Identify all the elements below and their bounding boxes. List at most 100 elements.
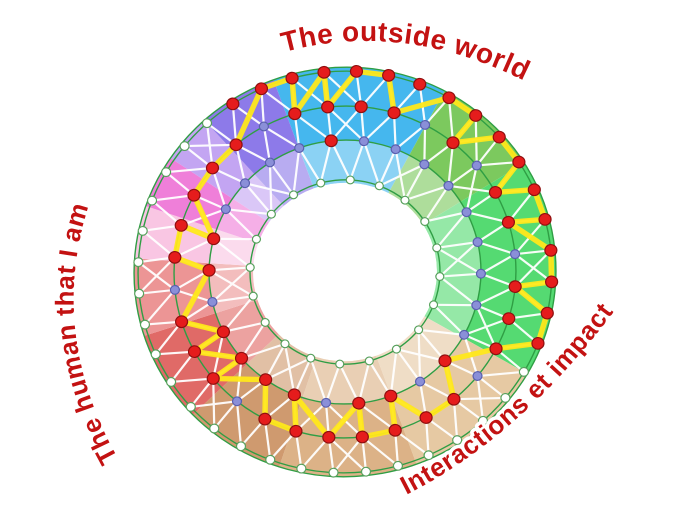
red-node[interactable] (527, 183, 541, 197)
red-node[interactable] (508, 280, 522, 294)
graph-node[interactable] (161, 167, 172, 178)
graph-node[interactable] (258, 121, 269, 132)
red-node[interactable] (234, 351, 249, 365)
graph-node[interactable] (414, 325, 424, 335)
graph-node[interactable] (471, 300, 482, 311)
red-node[interactable] (355, 430, 369, 444)
graph-node[interactable] (475, 268, 487, 279)
sector-red[interactable] (142, 298, 286, 419)
red-node[interactable] (540, 306, 554, 320)
graph-node[interactable] (320, 397, 332, 408)
sector-tan-dark[interactable] (185, 331, 327, 476)
red-node[interactable] (388, 423, 402, 437)
red-node[interactable] (538, 212, 552, 226)
graph-node[interactable] (248, 291, 258, 301)
red-node[interactable] (322, 430, 336, 444)
graph-node[interactable] (231, 396, 243, 407)
red-node[interactable] (168, 250, 182, 264)
graph-node[interactable] (432, 243, 442, 253)
graph-node[interactable] (364, 356, 374, 366)
graph-node[interactable] (443, 180, 454, 191)
graph-node[interactable] (134, 288, 145, 299)
graph-node[interactable] (390, 144, 401, 155)
red-node[interactable] (489, 342, 503, 356)
red-node[interactable] (442, 91, 456, 105)
graph-node[interactable] (391, 344, 402, 354)
red-node[interactable] (229, 138, 243, 152)
graph-node[interactable] (400, 195, 410, 205)
graph-node[interactable] (251, 234, 262, 244)
red-node[interactable] (207, 232, 221, 246)
graph-node[interactable] (133, 257, 144, 268)
red-node[interactable] (352, 396, 366, 410)
red-node[interactable] (447, 392, 461, 406)
red-node[interactable] (258, 412, 272, 426)
graph-node[interactable] (518, 366, 529, 377)
graph-node[interactable] (419, 119, 431, 130)
red-node[interactable] (289, 424, 303, 438)
graph-node[interactable] (260, 317, 270, 327)
graph-node[interactable] (239, 178, 251, 189)
red-node[interactable] (531, 336, 545, 350)
graph-node[interactable] (209, 423, 220, 434)
red-node[interactable] (488, 185, 503, 199)
graph-node[interactable] (423, 450, 434, 461)
graph-node[interactable] (146, 195, 158, 206)
sector-purple[interactable] (201, 77, 315, 213)
graph-node[interactable] (509, 249, 521, 260)
red-node[interactable] (387, 106, 401, 120)
graph-node[interactable] (207, 296, 218, 307)
red-node[interactable] (205, 161, 220, 175)
graph-node[interactable] (419, 159, 430, 170)
graph-node[interactable] (500, 392, 511, 403)
red-node[interactable] (321, 100, 335, 114)
graph-node[interactable] (220, 204, 231, 215)
red-node[interactable] (382, 68, 396, 82)
graph-node[interactable] (150, 349, 161, 360)
graph-node[interactable] (235, 441, 247, 452)
red-node[interactable] (202, 263, 216, 277)
red-node[interactable] (413, 77, 427, 91)
graph-node[interactable] (345, 175, 355, 185)
graph-node[interactable] (264, 157, 276, 168)
red-node[interactable] (502, 312, 516, 326)
red-node[interactable] (384, 389, 398, 403)
graph-node[interactable] (392, 460, 404, 471)
graph-node[interactable] (265, 454, 276, 465)
red-node[interactable] (438, 354, 452, 368)
red-node[interactable] (317, 65, 331, 79)
graph-node[interactable] (294, 143, 305, 153)
graph-node[interactable] (185, 401, 196, 412)
graph-node[interactable] (306, 353, 316, 363)
red-node[interactable] (544, 243, 558, 257)
red-node[interactable] (545, 275, 559, 289)
red-node[interactable] (354, 100, 368, 114)
red-node[interactable] (285, 71, 299, 85)
red-node[interactable] (226, 97, 240, 111)
graph-node[interactable] (335, 359, 345, 369)
graph-node[interactable] (471, 160, 482, 171)
red-node[interactable] (512, 155, 526, 169)
graph-node[interactable] (139, 319, 151, 330)
graph-node[interactable] (452, 435, 463, 446)
sector-green-light[interactable] (378, 83, 529, 227)
graph-node[interactable] (472, 237, 483, 248)
graph-node[interactable] (360, 466, 372, 477)
graph-node[interactable] (169, 284, 181, 295)
graph-node[interactable] (288, 190, 299, 200)
red-node[interactable] (288, 107, 302, 121)
red-node[interactable] (492, 130, 506, 144)
graph-node[interactable] (245, 263, 255, 272)
red-node[interactable] (174, 218, 188, 232)
graph-node[interactable] (266, 209, 276, 219)
red-node[interactable] (174, 315, 189, 329)
graph-node[interactable] (435, 272, 445, 281)
red-node[interactable] (287, 388, 301, 402)
red-node[interactable] (206, 372, 220, 385)
graph-node[interactable] (179, 141, 190, 152)
red-node[interactable] (349, 64, 364, 78)
graph-node[interactable] (472, 371, 483, 381)
red-node[interactable] (216, 325, 231, 339)
red-node[interactable] (259, 373, 273, 387)
graph-node[interactable] (328, 467, 339, 478)
